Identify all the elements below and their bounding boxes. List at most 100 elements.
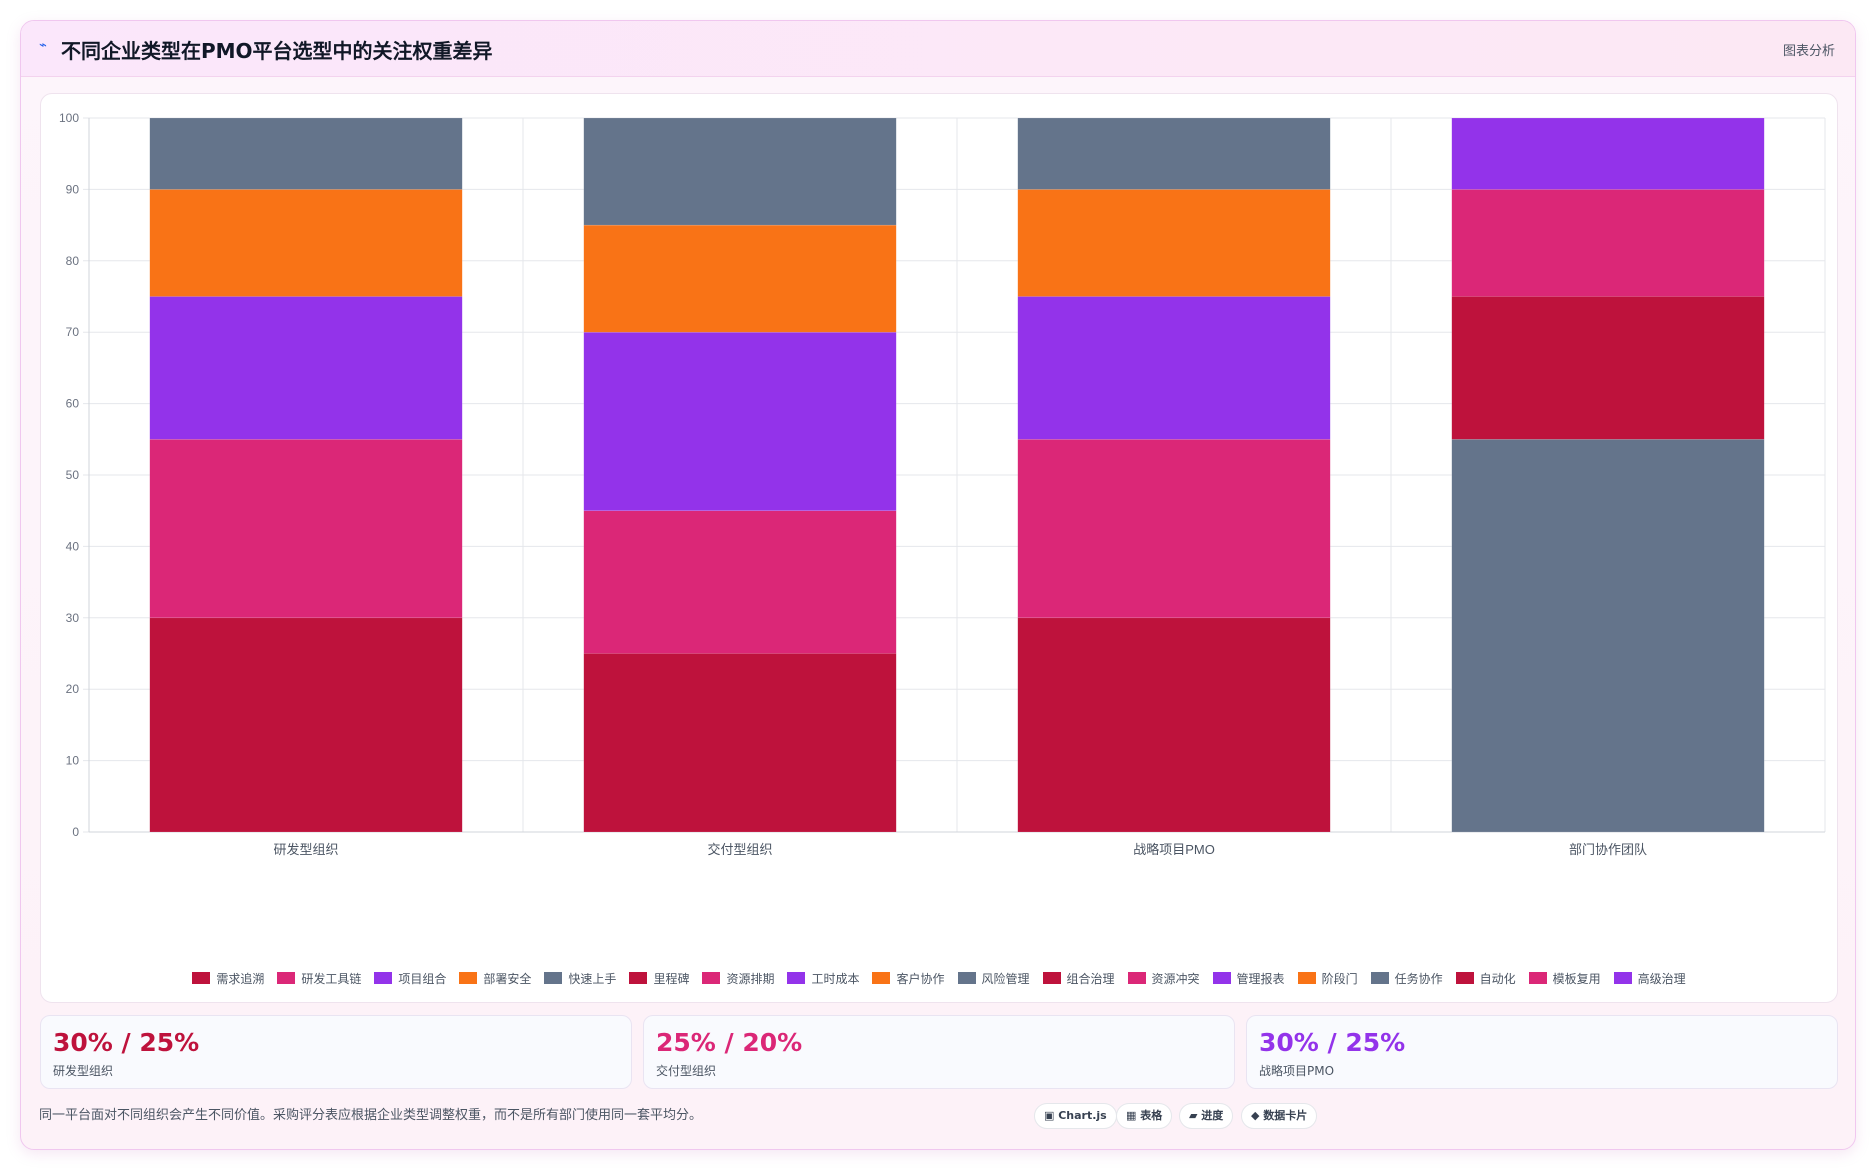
legend-label: 工时成本 bbox=[811, 971, 860, 986]
bar-segment bbox=[1017, 117, 1331, 190]
legend-label: 组合治理 bbox=[1066, 971, 1115, 986]
stat-label: 交付型组织 bbox=[656, 1064, 717, 1078]
legend-swatch bbox=[1613, 972, 1632, 984]
legend-swatch bbox=[374, 972, 393, 984]
legend-item[interactable]: 客户协作 bbox=[872, 968, 945, 988]
chartjs-tag[interactable]: ▣ Chart.js bbox=[1034, 1103, 1117, 1129]
chart-panel: 0 10 20 30 40 50 60 70 80 90 100 研发型组织 交付型组织 战略项目PMO 部… bbox=[40, 93, 1838, 1003]
bar-segment bbox=[1451, 296, 1765, 440]
legend-swatch bbox=[1127, 972, 1146, 984]
legend-item[interactable]: 里程碑 bbox=[629, 968, 689, 988]
legend-item[interactable]: 阶段门 bbox=[1297, 968, 1358, 988]
stacked-bar-chart: 0 10 20 30 40 50 60 70 80 90 100 研发型组织 交付型组织 战略项目PMO 部… bbox=[59, 111, 1826, 857]
bar-segment bbox=[149, 189, 463, 297]
legend-label: 风险管理 bbox=[981, 971, 1030, 986]
y-tick-label: 80 bbox=[66, 254, 80, 268]
bar-segment bbox=[583, 653, 897, 833]
stat-label: 研发型组织 bbox=[53, 1064, 114, 1078]
bar-segment bbox=[149, 439, 463, 619]
bar-segment bbox=[1017, 189, 1331, 297]
legend-swatch bbox=[544, 972, 563, 984]
y-tick-label: 90 bbox=[66, 182, 80, 196]
y-tick-label: 0 bbox=[72, 825, 79, 839]
y-tick-label: 10 bbox=[66, 754, 80, 768]
legend-label: 快速上手 bbox=[568, 971, 617, 986]
bar-segment bbox=[583, 117, 897, 226]
legend-swatch bbox=[1528, 972, 1547, 984]
x-tick-label: 交付型组织 bbox=[707, 842, 772, 857]
progress-tag[interactable]: ▰ 进度 bbox=[1179, 1103, 1234, 1129]
bar-segment bbox=[1017, 617, 1331, 833]
table-tag[interactable]: ▦ 表格 bbox=[1116, 1103, 1173, 1129]
legend-item[interactable]: 项目组合 bbox=[374, 968, 446, 988]
bar-segment bbox=[583, 224, 897, 333]
chart-analysis-label: 图表分析 bbox=[1782, 44, 1835, 59]
legend-label: 资源排期 bbox=[726, 971, 775, 986]
legend-item[interactable]: 资源排期 bbox=[702, 968, 774, 988]
legend-item[interactable]: 需求追溯 bbox=[192, 968, 264, 988]
legend-item[interactable]: 资源冲突 bbox=[1127, 968, 1200, 988]
bar-segment bbox=[1451, 189, 1765, 297]
bar-segment bbox=[583, 331, 897, 511]
legend-item[interactable]: 部署安全 bbox=[459, 968, 531, 988]
legend-swatch bbox=[702, 972, 721, 984]
y-tick-label: 50 bbox=[66, 468, 80, 482]
x-tick-label: 部门协作团队 bbox=[1569, 842, 1647, 857]
legend-label: 任务协作 bbox=[1394, 971, 1443, 986]
legend-label: 高级治理 bbox=[1637, 971, 1686, 986]
legend-item[interactable]: 高级治理 bbox=[1613, 968, 1686, 988]
y-tick-label: 20 bbox=[66, 682, 80, 696]
data-card-tag[interactable]: ◆ 数据卡片 bbox=[1241, 1103, 1318, 1129]
legend-label: 研发工具链 bbox=[301, 971, 362, 986]
bar-segment bbox=[1017, 439, 1331, 619]
legend-label: 里程碑 bbox=[653, 971, 690, 986]
legend-swatch bbox=[787, 972, 806, 984]
legend-label: 自动化 bbox=[1479, 971, 1516, 986]
legend-label: 部署安全 bbox=[483, 971, 532, 986]
stat-value: 25% / 20% bbox=[656, 1028, 803, 1057]
stat-card-delivery: 25% / 20% 交付型组织 bbox=[643, 1015, 1235, 1089]
legend-item[interactable]: 研发工具链 bbox=[277, 968, 361, 988]
legend-swatch bbox=[459, 972, 478, 984]
legend-item[interactable]: 组合治理 bbox=[1042, 968, 1115, 988]
x-tick-label: 战略项目PMO bbox=[1133, 842, 1215, 857]
y-tick-label: 100 bbox=[59, 111, 79, 125]
legend-swatch bbox=[1297, 972, 1316, 984]
trend-line-icon: ⌁ bbox=[39, 38, 47, 53]
stat-label: 战略项目PMO bbox=[1259, 1064, 1335, 1078]
legend-swatch bbox=[1455, 972, 1474, 984]
bar-segment bbox=[149, 296, 463, 440]
legend-item[interactable]: 风险管理 bbox=[957, 968, 1030, 988]
legend-swatch bbox=[1212, 972, 1231, 984]
footer-note: 同一平台面对不同组织会产生不同价值。采购评分表应根据企业类型调整权重，而不是所有… bbox=[39, 1108, 703, 1123]
legend-item[interactable]: 任务协作 bbox=[1370, 968, 1443, 988]
chart-legend: 需求追溯 研发工具链 项目组合 部署安全 快速上手 里程碑 资源排期 工时成本 客户协作 风险管理… bbox=[41, 968, 1837, 988]
legend-label: 阶段门 bbox=[1321, 971, 1358, 986]
legend-swatch bbox=[957, 972, 976, 984]
legend-item[interactable]: 管理报表 bbox=[1212, 968, 1285, 988]
stat-value: 30% / 25% bbox=[1259, 1028, 1406, 1057]
y-tick-label: 70 bbox=[66, 325, 80, 339]
legend-item[interactable]: 模板复用 bbox=[1528, 968, 1601, 988]
legend-swatch bbox=[1042, 972, 1061, 984]
chart-title: 不同企业类型在PMO平台选型中的关注权重差异 bbox=[61, 39, 493, 63]
legend-swatch bbox=[1370, 972, 1389, 984]
bar-segment bbox=[1451, 117, 1765, 190]
legend-swatch bbox=[629, 972, 648, 984]
legend-label: 需求追溯 bbox=[216, 971, 265, 986]
legend-item[interactable]: 快速上手 bbox=[544, 968, 616, 988]
stat-card-rd: 30% / 25% 研发型组织 bbox=[40, 1015, 632, 1089]
y-tick-label: 30 bbox=[66, 611, 80, 625]
bar-segment bbox=[149, 117, 463, 190]
bar-segment bbox=[583, 510, 897, 654]
legend-item[interactable]: 工时成本 bbox=[787, 968, 859, 988]
report-card: ⌁ 不同企业类型在PMO平台选型中的关注权重差异 图表分析 0 10 20 30 40 5… bbox=[20, 20, 1856, 1150]
card-header: ⌁ 不同企业类型在PMO平台选型中的关注权重差异 图表分析 bbox=[21, 21, 1855, 77]
legend-item[interactable]: 自动化 bbox=[1455, 968, 1516, 988]
legend-swatch bbox=[277, 972, 296, 984]
x-tick-label: 研发型组织 bbox=[273, 842, 338, 857]
y-tick-label: 40 bbox=[66, 539, 80, 553]
stat-value: 30% / 25% bbox=[53, 1028, 200, 1057]
y-tick-label: 60 bbox=[66, 397, 80, 411]
legend-label: 管理报表 bbox=[1236, 971, 1285, 986]
